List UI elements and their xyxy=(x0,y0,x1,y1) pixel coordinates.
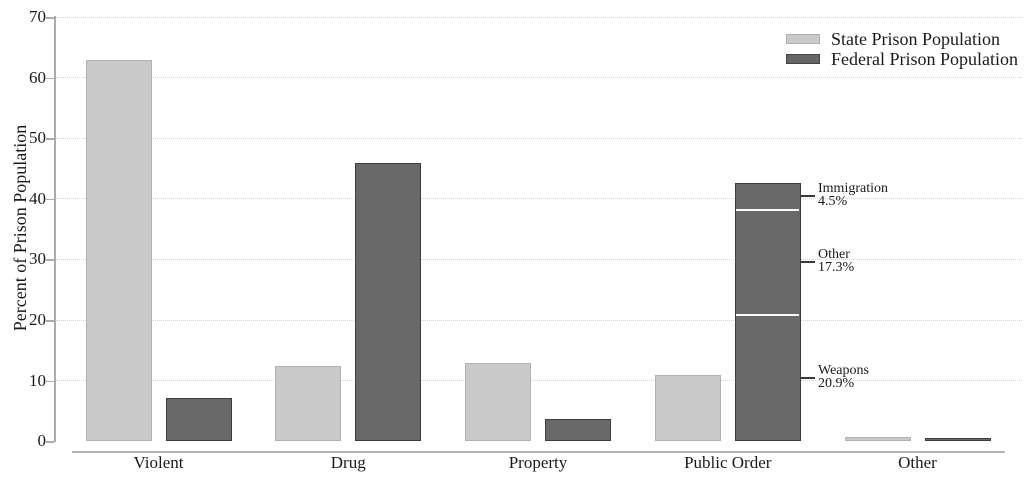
bar-federal-public-order xyxy=(734,182,801,442)
annotation-leader-weapons xyxy=(799,377,815,379)
bar-federal-violent xyxy=(165,398,232,442)
y-tick-10 xyxy=(46,380,54,383)
bar-state-violent xyxy=(85,60,152,442)
annotation-leader-immigration xyxy=(799,195,815,197)
legend-swatch-state xyxy=(786,34,820,44)
y-tick-label-60: 60 xyxy=(29,67,46,87)
y-tick-70 xyxy=(46,17,54,19)
x-category-label-public-order: Public Order xyxy=(684,453,772,472)
y-tick-label-0: 0 xyxy=(37,431,47,451)
legend-swatch-federal xyxy=(786,54,820,64)
gridline-y50 xyxy=(56,137,1022,139)
annotation-value: 4.5% xyxy=(818,194,848,210)
annotation-label: Other xyxy=(818,247,850,263)
y-tick-0 xyxy=(46,441,54,443)
legend-label-federal: Federal Prison Population xyxy=(831,48,1018,69)
bar-state-drug xyxy=(275,366,342,442)
y-tick-label-70: 70 xyxy=(29,7,46,27)
legend: State Prison Population Federal Prison Po… xyxy=(0,0,1024,80)
annotation-label: Immigration xyxy=(818,181,888,197)
y-tick-40 xyxy=(46,198,54,201)
gridline-y70 xyxy=(56,16,1022,18)
y-tick-label-20: 20 xyxy=(29,310,46,330)
x-category-label-other: Other xyxy=(898,453,937,472)
annotation-weapons: Weapons 20.9% xyxy=(818,362,869,391)
y-tick-30 xyxy=(46,259,54,261)
bar-state-other xyxy=(844,436,911,442)
legend-row-state: State Prison Population xyxy=(786,28,1000,50)
segment-divider-weapons xyxy=(736,313,800,316)
x-category-label-violent: Violent xyxy=(133,453,184,472)
y-tick-label-10: 10 xyxy=(29,370,46,390)
bar-federal-other xyxy=(924,438,991,442)
gridline-y60 xyxy=(56,77,1022,79)
x-axis-line xyxy=(72,450,1005,453)
annotation-leader-other xyxy=(799,261,815,263)
legend-label-state: State Prison Population xyxy=(831,28,1001,49)
y-tick-label-30: 30 xyxy=(29,249,46,269)
segment-divider-other xyxy=(736,208,800,211)
bar-state-property xyxy=(465,363,531,442)
y-tick-50 xyxy=(46,138,54,140)
legend-row-federal: Federal Prison Population xyxy=(786,48,1018,70)
annotation-immigration: Immigration 4.5% xyxy=(818,181,888,210)
y-tick-60 xyxy=(46,77,54,80)
gridline-y30 xyxy=(56,258,1022,260)
gridline-y10 xyxy=(56,380,1022,382)
bar-state-public-order xyxy=(654,375,721,442)
y-tick-20 xyxy=(46,320,54,322)
y-axis-line xyxy=(54,16,56,443)
x-category-label-property: Property xyxy=(508,453,568,472)
annotation-value: 20.9% xyxy=(818,375,855,391)
y-tick-label-50: 50 xyxy=(29,128,46,148)
x-category-label-drug: Drug xyxy=(330,453,366,472)
annotation-value: 17.3% xyxy=(818,260,855,276)
gridline-y40 xyxy=(56,198,1022,200)
bar-federal-drug xyxy=(355,163,422,442)
annotation-label: Weapons xyxy=(818,362,869,378)
y-tick-label-40: 40 xyxy=(29,188,46,208)
gridline-y20 xyxy=(56,319,1022,321)
annotation-other: Other 17.3% xyxy=(818,247,855,276)
bar-federal-property xyxy=(545,418,611,442)
